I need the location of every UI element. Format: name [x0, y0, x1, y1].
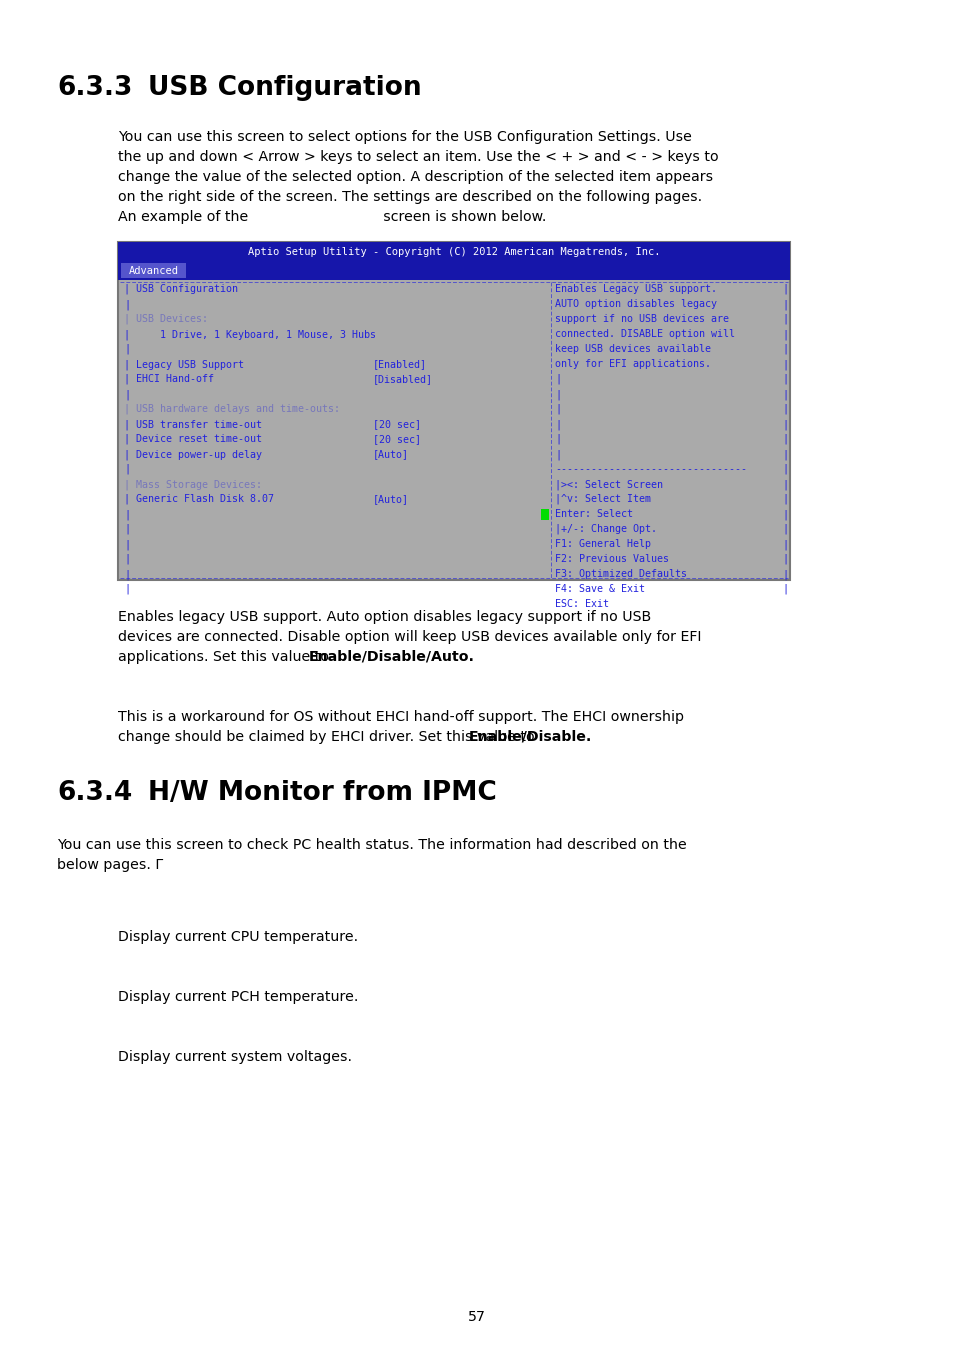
Text: [20 sec]: [20 sec]	[373, 418, 420, 429]
Text: |     1 Drive, 1 Keyboard, 1 Mouse, 3 Hubs: | 1 Drive, 1 Keyboard, 1 Mouse, 3 Hubs	[124, 329, 375, 339]
Text: |: |	[781, 479, 787, 490]
Text: only for EFI applications.: only for EFI applications.	[555, 359, 711, 369]
Text: [Auto]: [Auto]	[373, 494, 409, 504]
Text: below pages. Γ: below pages. Γ	[57, 859, 163, 872]
Text: [Enabled]: [Enabled]	[373, 359, 427, 369]
Text: |: |	[781, 554, 787, 564]
Text: |: |	[555, 418, 561, 429]
Text: |: |	[781, 464, 787, 474]
Text: Enable/Disable/Auto.: Enable/Disable/Auto.	[308, 649, 474, 664]
Text: support if no USB devices are: support if no USB devices are	[555, 315, 729, 324]
Text: |: |	[124, 344, 130, 355]
Text: | EHCI Hand-off: | EHCI Hand-off	[124, 374, 213, 385]
Text: |: |	[781, 329, 787, 339]
Text: |: |	[781, 433, 787, 444]
Text: |: |	[124, 298, 130, 309]
Text: | USB Configuration: | USB Configuration	[124, 284, 237, 294]
Text: |: |	[781, 509, 787, 520]
Text: You can use this screen to check PC health status. The information had described: You can use this screen to check PC heal…	[57, 838, 686, 852]
Text: |: |	[781, 374, 787, 385]
Text: |: |	[124, 554, 130, 564]
Text: the up and down < Arrow > keys to select an item. Use the < + > and < - > keys t: the up and down < Arrow > keys to select…	[118, 150, 718, 163]
Text: Display current CPU temperature.: Display current CPU temperature.	[118, 930, 357, 944]
Text: Display current PCH temperature.: Display current PCH temperature.	[118, 990, 358, 1004]
Text: |: |	[124, 524, 130, 535]
Text: | USB Devices:: | USB Devices:	[124, 315, 208, 324]
Text: |: |	[555, 433, 561, 444]
Bar	[118, 242, 789, 580]
Text: |: |	[781, 539, 787, 549]
Bar	[541, 509, 549, 520]
Text: An example of the                              screen is shown below.: An example of the screen is shown below.	[118, 211, 546, 224]
Text: |: |	[781, 389, 787, 400]
Text: |: |	[555, 450, 561, 459]
Text: [Auto]: [Auto]	[373, 450, 409, 459]
Text: | Device power-up delay: | Device power-up delay	[124, 450, 262, 459]
Text: | USB transfer time-out: | USB transfer time-out	[124, 418, 262, 429]
Text: |: |	[781, 524, 787, 535]
Text: F1: General Help: F1: General Help	[555, 539, 651, 549]
Text: |: |	[781, 450, 787, 459]
Text: |: |	[555, 404, 561, 414]
Bar	[121, 263, 186, 278]
Text: |: |	[124, 464, 130, 474]
Text: |: |	[781, 418, 787, 429]
Text: |: |	[124, 539, 130, 549]
Text: [Disabled]: [Disabled]	[373, 374, 433, 383]
Text: |: |	[781, 404, 787, 414]
Bar	[118, 242, 789, 262]
Text: |: |	[124, 568, 130, 579]
Text: | Mass Storage Devices:: | Mass Storage Devices:	[124, 479, 262, 490]
Text: 6.3.4: 6.3.4	[57, 780, 132, 806]
Text: | USB hardware delays and time-outs:: | USB hardware delays and time-outs:	[124, 404, 339, 414]
Text: |: |	[781, 494, 787, 505]
Text: Enable/Disable.: Enable/Disable.	[469, 730, 592, 744]
Text: |+/-: Change Opt.: |+/-: Change Opt.	[555, 524, 657, 535]
Text: |><: Select Screen: |><: Select Screen	[555, 479, 662, 490]
Text: connected. DISABLE option will: connected. DISABLE option will	[555, 329, 735, 339]
Text: Advanced: Advanced	[129, 266, 178, 275]
Text: ESC: Exit: ESC: Exit	[555, 599, 609, 609]
Text: applications. Set this value to: applications. Set this value to	[118, 649, 334, 664]
Text: |: |	[124, 585, 130, 594]
Text: | Device reset time-out: | Device reset time-out	[124, 433, 262, 444]
Text: change should be claimed by EHCI driver. Set this value to: change should be claimed by EHCI driver.…	[118, 730, 538, 744]
Text: |: |	[555, 389, 561, 400]
Text: on the right side of the screen. The settings are described on the following pag: on the right side of the screen. The set…	[118, 190, 701, 204]
Text: | Legacy USB Support: | Legacy USB Support	[124, 359, 244, 370]
Text: |: |	[555, 374, 561, 385]
Text: --------------------------------: --------------------------------	[555, 464, 746, 474]
Text: |: |	[781, 585, 787, 594]
Text: |: |	[781, 344, 787, 355]
Text: F4: Save & Exit: F4: Save & Exit	[555, 585, 645, 594]
Text: devices are connected. Disable option will keep USB devices available only for E: devices are connected. Disable option wi…	[118, 630, 700, 644]
Text: |: |	[781, 359, 787, 370]
Text: H/W Monitor from IPMC: H/W Monitor from IPMC	[148, 780, 497, 806]
Text: keep USB devices available: keep USB devices available	[555, 344, 711, 354]
Text: F3: Optimized Defaults: F3: Optimized Defaults	[555, 568, 687, 579]
Text: AUTO option disables legacy: AUTO option disables legacy	[555, 298, 717, 309]
Text: |: |	[124, 389, 130, 400]
Text: |: |	[781, 284, 787, 294]
Bar	[118, 262, 789, 279]
Text: |^v: Select Item: |^v: Select Item	[555, 494, 651, 505]
Text: |: |	[124, 509, 130, 520]
Text: You can use this screen to select options for the USB Configuration Settings. Us: You can use this screen to select option…	[118, 130, 691, 144]
Text: |: |	[781, 568, 787, 579]
Text: 57: 57	[468, 1310, 485, 1324]
Text: Display current system voltages.: Display current system voltages.	[118, 1050, 352, 1064]
Text: Enables Legacy USB support.: Enables Legacy USB support.	[555, 284, 717, 294]
Text: |: |	[781, 298, 787, 309]
Text: This is a workaround for OS without EHCI hand-off support. The EHCI ownership: This is a workaround for OS without EHCI…	[118, 710, 683, 724]
Text: |: |	[781, 315, 787, 324]
Text: Aptio Setup Utility - Copyright (C) 2012 American Megatrends, Inc.: Aptio Setup Utility - Copyright (C) 2012…	[248, 247, 659, 256]
Text: F2: Previous Values: F2: Previous Values	[555, 554, 669, 564]
Text: USB Configuration: USB Configuration	[148, 76, 421, 101]
Text: 6.3.3: 6.3.3	[57, 76, 132, 101]
Text: | Generic Flash Disk 8.07: | Generic Flash Disk 8.07	[124, 494, 274, 505]
Text: [20 sec]: [20 sec]	[373, 433, 420, 444]
Text: change the value of the selected option. A description of the selected item appe: change the value of the selected option.…	[118, 170, 713, 184]
Text: Enables legacy USB support. Auto option disables legacy support if no USB: Enables legacy USB support. Auto option …	[118, 610, 651, 624]
Text: Enter: Select: Enter: Select	[555, 509, 633, 518]
